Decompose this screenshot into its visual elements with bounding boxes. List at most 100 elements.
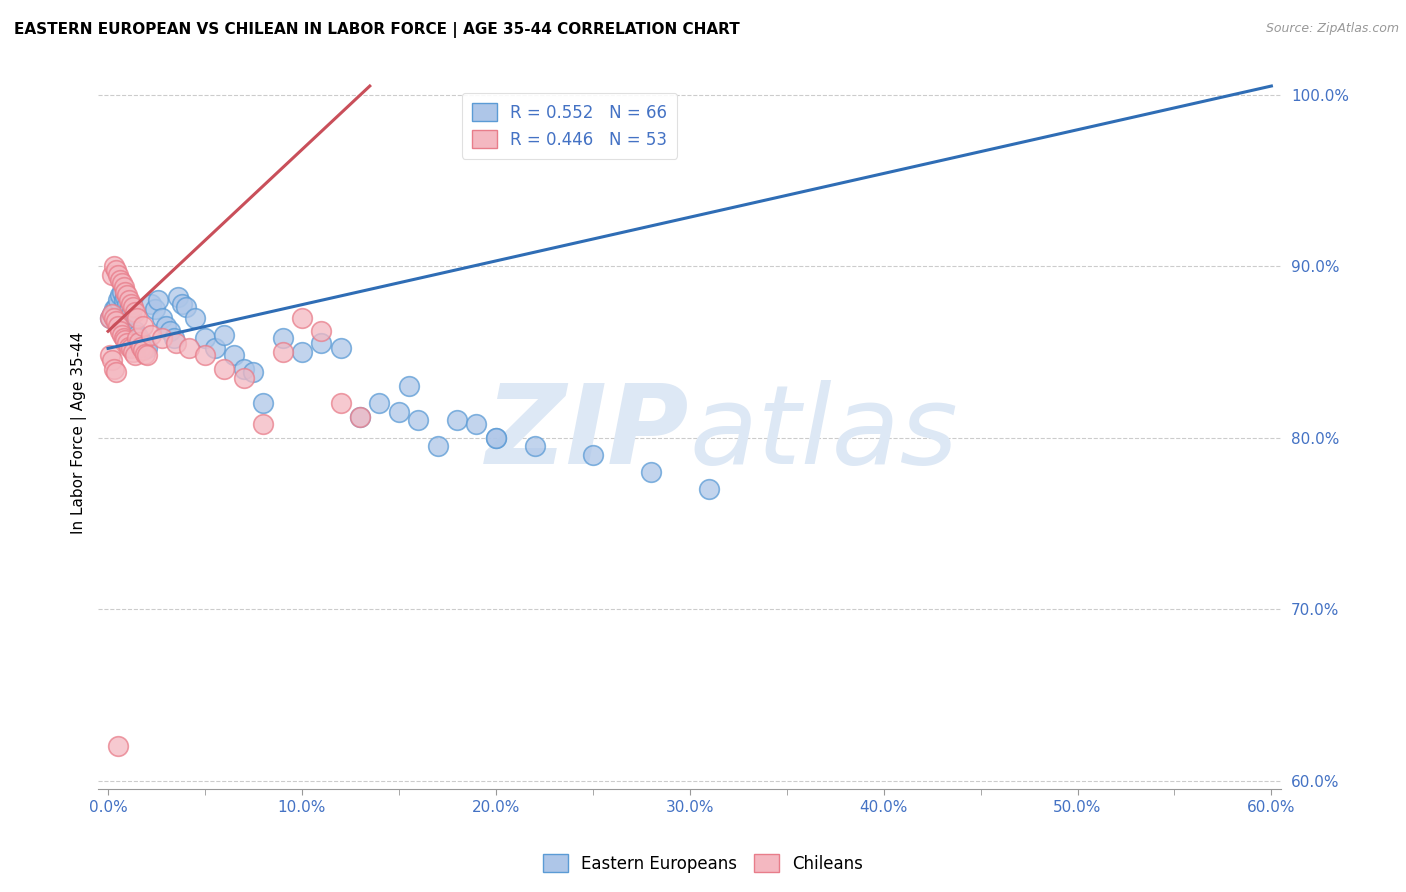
Point [112, 293, 135, 308]
Legend: R = 0.552   N = 66, R = 0.446   N = 53: R = 0.552 N = 66, R = 0.446 N = 53 [461, 93, 676, 159]
Point [128, 334, 150, 349]
Point [122, 344, 145, 359]
Point [329, 396, 352, 410]
Point [101, 353, 124, 368]
Point [640, 465, 662, 479]
Point [117, 288, 139, 302]
Point [398, 379, 420, 393]
Point [446, 413, 468, 427]
Point [174, 300, 197, 314]
Point [101, 307, 124, 321]
Point [104, 262, 127, 277]
Point [134, 346, 156, 360]
Point [104, 300, 127, 314]
Point [523, 439, 546, 453]
Point [107, 309, 129, 323]
Point [311, 336, 333, 351]
Point [135, 342, 157, 356]
Point [104, 314, 127, 328]
Point [112, 319, 135, 334]
Point [110, 314, 132, 328]
Point [148, 293, 170, 308]
Point [103, 310, 125, 325]
Point [122, 333, 145, 347]
Point [222, 348, 245, 362]
Point [214, 362, 236, 376]
Point [117, 324, 139, 338]
Point [98, 310, 121, 325]
Point [485, 431, 508, 445]
Point [118, 327, 141, 342]
Point [232, 362, 254, 376]
Point [122, 300, 145, 314]
Text: EASTERN EUROPEAN VS CHILEAN IN LABOR FORCE | AGE 35-44 CORRELATION CHART: EASTERN EUROPEAN VS CHILEAN IN LABOR FOR… [14, 22, 740, 38]
Point [194, 348, 217, 362]
Point [112, 331, 135, 345]
Point [291, 310, 314, 325]
Point [127, 327, 149, 342]
Point [110, 285, 132, 299]
Point [349, 409, 371, 424]
Point [271, 331, 294, 345]
Point [252, 396, 274, 410]
Point [129, 334, 152, 349]
Point [118, 293, 141, 308]
Point [129, 340, 152, 354]
Point [132, 319, 155, 334]
Point [101, 268, 124, 282]
Point [291, 344, 314, 359]
Point [114, 290, 136, 304]
Point [114, 333, 136, 347]
Point [194, 331, 217, 345]
Point [127, 310, 149, 325]
Point [426, 439, 449, 453]
Point [143, 301, 166, 316]
Point [101, 307, 124, 321]
Point [124, 324, 146, 338]
Y-axis label: In Labor Force | Age 35-44: In Labor Force | Age 35-44 [72, 332, 87, 534]
Point [108, 288, 131, 302]
Point [108, 273, 131, 287]
Point [107, 268, 129, 282]
Point [582, 448, 605, 462]
Point [134, 340, 156, 354]
Point [117, 336, 139, 351]
Point [117, 297, 139, 311]
Point [127, 331, 149, 345]
Point [170, 297, 193, 311]
Point [139, 327, 162, 342]
Point [150, 331, 173, 345]
Point [132, 336, 155, 351]
Point [120, 342, 142, 356]
Point [329, 342, 352, 356]
Point [368, 396, 391, 410]
Point [124, 305, 146, 319]
Point [485, 431, 508, 445]
Point [242, 366, 264, 380]
Point [104, 305, 127, 319]
Point [103, 259, 125, 273]
Point [697, 482, 720, 496]
Point [232, 370, 254, 384]
Point [108, 324, 131, 338]
Point [114, 285, 136, 299]
Point [132, 343, 155, 358]
Point [107, 739, 129, 754]
Point [128, 331, 150, 345]
Point [311, 324, 333, 338]
Point [271, 344, 294, 359]
Point [103, 310, 125, 325]
Point [135, 348, 157, 362]
Point [252, 417, 274, 431]
Legend: Eastern Europeans, Chileans: Eastern Europeans, Chileans [536, 847, 870, 880]
Point [103, 362, 125, 376]
Point [139, 297, 162, 311]
Text: ZIP: ZIP [486, 380, 690, 487]
Point [124, 348, 146, 362]
Point [179, 342, 201, 356]
Point [163, 331, 186, 345]
Point [214, 327, 236, 342]
Text: Source: ZipAtlas.com: Source: ZipAtlas.com [1265, 22, 1399, 36]
Point [165, 336, 187, 351]
Point [98, 348, 121, 362]
